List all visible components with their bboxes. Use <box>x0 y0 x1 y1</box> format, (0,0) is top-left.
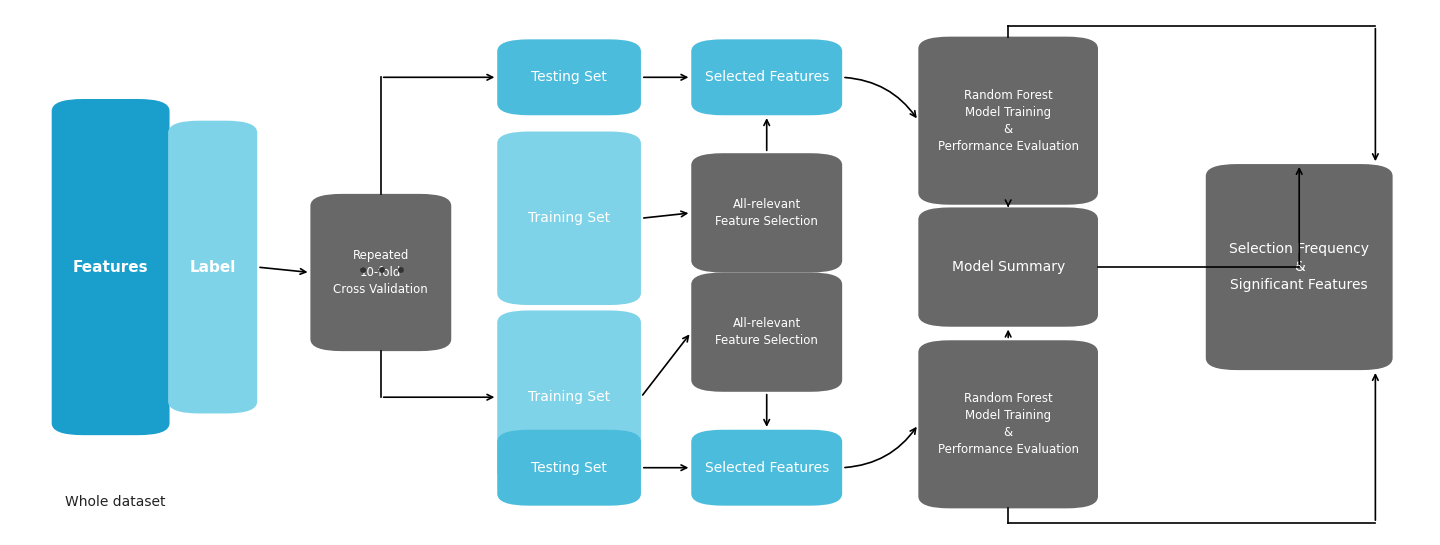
FancyBboxPatch shape <box>497 430 641 506</box>
Text: Model Summary: Model Summary <box>952 260 1064 274</box>
FancyBboxPatch shape <box>691 153 842 272</box>
Text: All-relevant
Feature Selection: All-relevant Feature Selection <box>716 317 818 347</box>
Text: All-relevant
Feature Selection: All-relevant Feature Selection <box>716 198 818 228</box>
FancyBboxPatch shape <box>311 194 451 351</box>
FancyBboxPatch shape <box>1205 164 1392 370</box>
FancyBboxPatch shape <box>52 99 170 435</box>
Text: Random Forest
Model Training
&
Performance Evaluation: Random Forest Model Training & Performan… <box>937 89 1079 153</box>
Text: Training Set: Training Set <box>528 211 611 225</box>
Text: Label: Label <box>190 259 236 275</box>
FancyBboxPatch shape <box>497 39 641 115</box>
FancyBboxPatch shape <box>168 120 258 414</box>
FancyBboxPatch shape <box>691 272 842 392</box>
Text: Features: Features <box>73 259 148 275</box>
FancyBboxPatch shape <box>919 340 1097 508</box>
Text: Selection Frequency
&
Significant Features: Selection Frequency & Significant Featur… <box>1230 241 1369 293</box>
FancyBboxPatch shape <box>919 37 1097 205</box>
Text: Testing Set: Testing Set <box>531 461 608 475</box>
Text: Repeated
10-fold
Cross Validation: Repeated 10-fold Cross Validation <box>334 249 428 296</box>
Text: Whole dataset: Whole dataset <box>65 495 166 509</box>
Text: Testing Set: Testing Set <box>531 70 608 84</box>
FancyBboxPatch shape <box>497 311 641 484</box>
Text: Random Forest
Model Training
&
Performance Evaluation: Random Forest Model Training & Performan… <box>937 392 1079 456</box>
Text: • • •: • • • <box>357 263 408 282</box>
FancyBboxPatch shape <box>919 208 1097 326</box>
FancyBboxPatch shape <box>497 131 641 305</box>
Text: Selected Features: Selected Features <box>704 461 829 475</box>
FancyBboxPatch shape <box>691 430 842 506</box>
Text: Training Set: Training Set <box>528 390 611 404</box>
FancyBboxPatch shape <box>691 39 842 115</box>
Text: Selected Features: Selected Features <box>704 70 829 84</box>
